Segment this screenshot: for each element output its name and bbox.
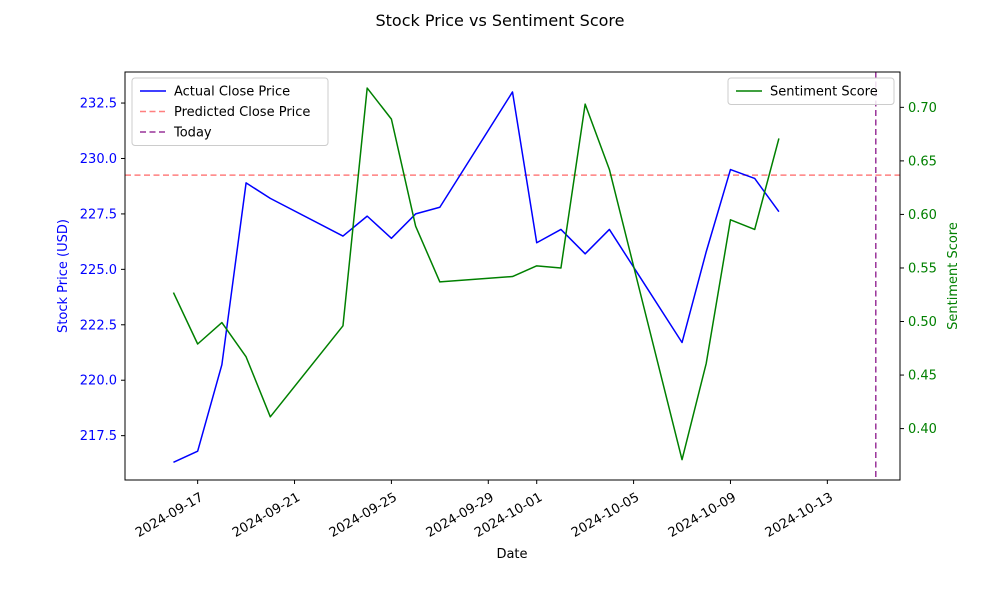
x-tick-label: 2024-10-13 xyxy=(763,490,836,541)
legend-label-predicted-close-price: Predicted Close Price xyxy=(174,105,310,120)
actual-close-price-line xyxy=(173,91,780,463)
y-axis-right-label: Sentiment Score xyxy=(946,222,961,330)
y-right-tick-label: 0.65 xyxy=(908,154,937,169)
chart-title: Stock Price vs Sentiment Score xyxy=(376,11,625,30)
y-axis-left-label: Stock Price (USD) xyxy=(56,219,71,333)
x-tick-label: 2024-10-05 xyxy=(569,490,642,541)
x-tick-label: 2024-09-17 xyxy=(133,490,206,541)
legend-right: Sentiment Score xyxy=(727,77,895,105)
x-axis: 2024-09-17 2024-09-21 2024-09-25 2024-09-29… xyxy=(133,480,836,541)
sentiment-score-line xyxy=(172,87,780,461)
y-left-tick-label: 222.5 xyxy=(80,318,117,333)
series-layer xyxy=(125,72,900,480)
y-right-tick-label: 0.60 xyxy=(908,208,937,223)
legend-box xyxy=(131,77,329,146)
y-axis-left: 217.5 220.0 222.5 225.0 227.5 230.0 232.5 xyxy=(80,97,125,444)
axes-border xyxy=(124,71,901,481)
axes-frame xyxy=(124,71,901,481)
y-right-tick-label: 0.40 xyxy=(908,422,937,437)
y-axis-right: 0.40 0.45 0.50 0.55 0.60 0.65 0.70 xyxy=(900,101,937,437)
x-axis-label: Date xyxy=(496,547,527,562)
y-right-tick-label: 0.70 xyxy=(908,101,937,116)
legend-left: Actual Close Price Predicted Close Price T… xyxy=(131,77,329,146)
y-right-tick-label: 0.50 xyxy=(908,315,937,330)
y-left-tick-label: 230.0 xyxy=(80,152,117,167)
y-left-tick-label: 220.0 xyxy=(80,374,117,389)
y-right-tick-label: 0.45 xyxy=(908,369,937,384)
legend-label-actual-close-price: Actual Close Price xyxy=(174,85,290,100)
x-tick-label: 2024-09-25 xyxy=(327,490,400,541)
legend-label-today: Today xyxy=(173,126,212,141)
x-tick-label: 2024-10-09 xyxy=(666,490,739,541)
y-left-tick-label: 225.0 xyxy=(80,263,117,278)
y-right-tick-label: 0.55 xyxy=(908,261,937,276)
x-tick-label: 2024-09-21 xyxy=(230,490,303,541)
legend-box xyxy=(727,77,895,105)
y-left-tick-label: 232.5 xyxy=(80,97,117,112)
legend-label-sentiment-score: Sentiment Score xyxy=(770,85,878,100)
y-left-tick-label: 227.5 xyxy=(80,207,117,222)
y-left-tick-label: 217.5 xyxy=(80,429,117,444)
